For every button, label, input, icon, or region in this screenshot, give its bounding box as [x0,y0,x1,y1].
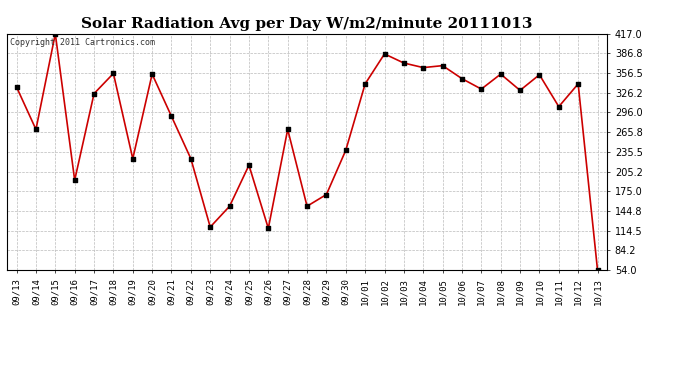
Point [224,203,235,209]
Point [398,60,409,66]
Point [108,70,119,76]
Point [50,31,61,37]
Point [592,267,603,273]
Point [553,104,564,110]
Point [166,113,177,119]
Point [302,203,313,209]
Point [244,162,255,168]
Point [321,192,332,198]
Point [379,51,390,57]
Point [263,225,274,231]
Point [282,126,293,132]
Point [476,86,487,92]
Point [495,71,506,77]
Point [457,76,468,82]
Point [437,63,448,69]
Point [359,81,371,87]
Point [417,64,428,70]
Point [340,147,351,153]
Point [573,81,584,87]
Point [515,87,526,93]
Point [127,156,138,162]
Point [69,177,80,183]
Point [146,71,157,77]
Text: Copyright 2011 Cartronics.com: Copyright 2011 Cartronics.com [10,39,155,48]
Title: Solar Radiation Avg per Day W/m2/minute 20111013: Solar Radiation Avg per Day W/m2/minute … [81,17,533,31]
Point [186,156,197,162]
Point [11,84,22,90]
Point [534,72,545,78]
Point [88,91,99,97]
Point [205,224,216,230]
Point [30,126,41,132]
